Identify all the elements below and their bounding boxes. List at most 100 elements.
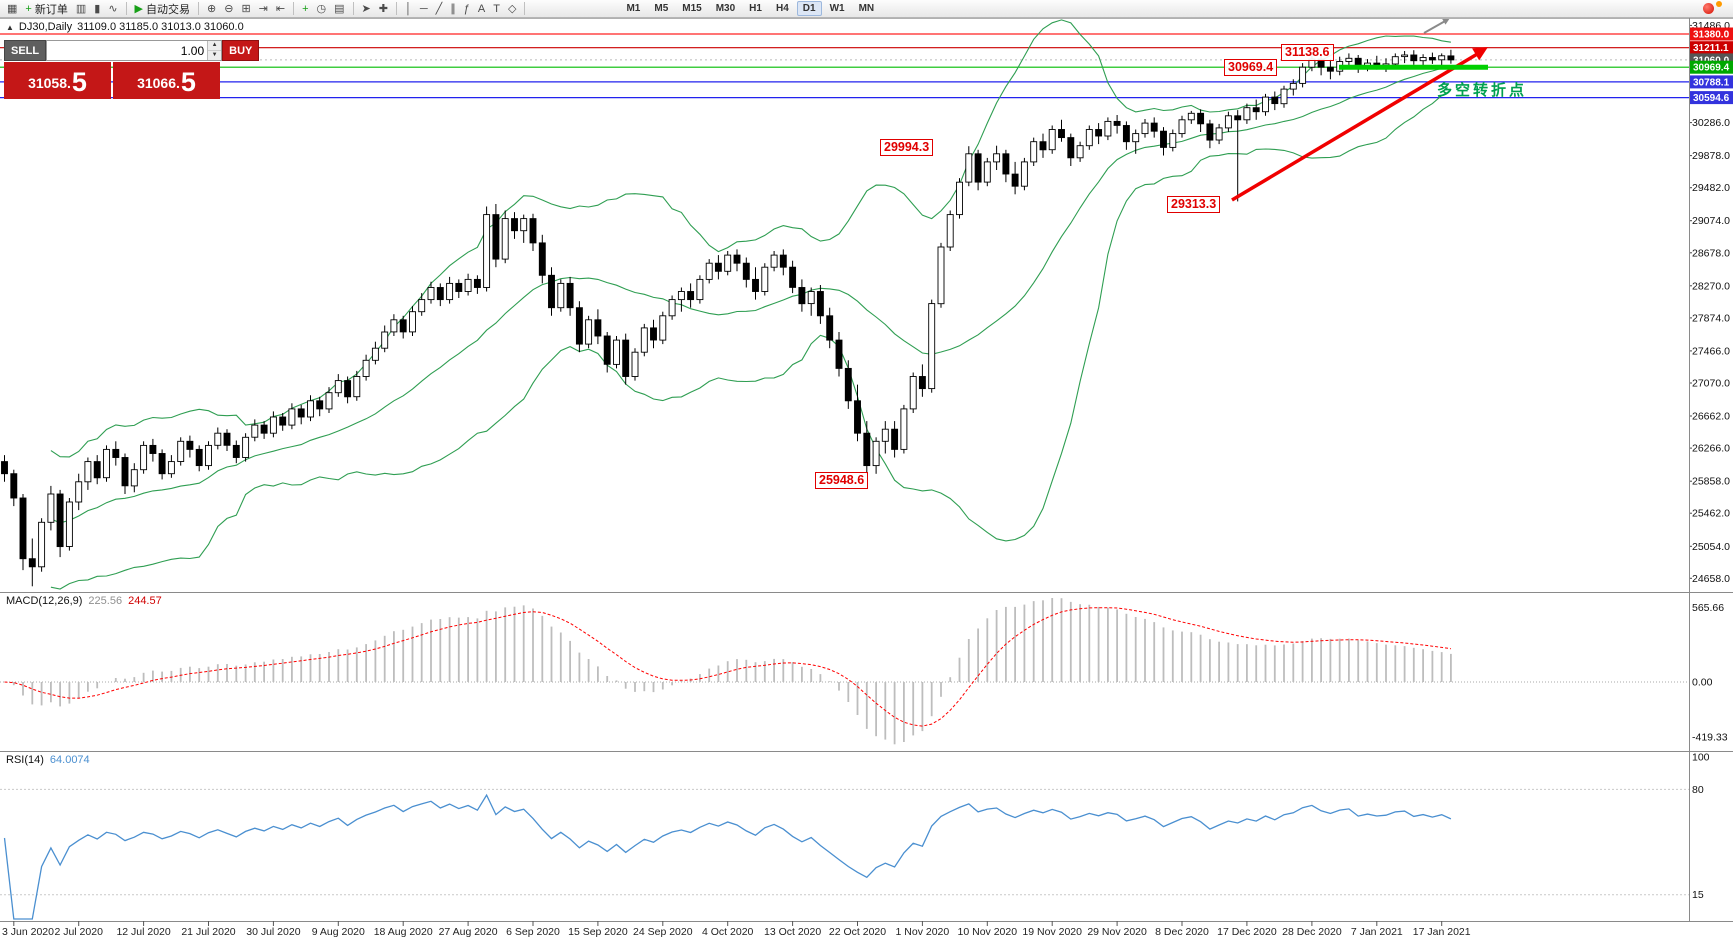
fibonacci-icon[interactable]: ƒ [461, 1, 473, 17]
autotrading-button[interactable]: ▶ 自动交易 [132, 1, 193, 17]
toolbar-separator [395, 2, 397, 15]
chart-shift-icon[interactable]: ⇤ [273, 1, 288, 17]
timeframe-h1-button[interactable]: H1 [749, 3, 762, 14]
sell-button[interactable]: SELL [4, 40, 47, 61]
trendline-icon[interactable]: ╱ [433, 1, 446, 17]
price-axis-label: 29074.0 [1692, 215, 1730, 227]
ohlc-readout: 31109.0 31185.0 31013.0 31060.0 [77, 21, 244, 33]
price-axis-label: 26266.0 [1692, 443, 1730, 455]
date-axis-label: 6 Sep 2020 [506, 926, 560, 938]
trendline-icon-glyph-icon: ╱ [435, 2, 443, 15]
line-chart-icon[interactable]: ∿ [105, 1, 120, 17]
price-axis-label: 27070.0 [1692, 378, 1730, 390]
date-axis-label: 19 Nov 2020 [1022, 926, 1082, 938]
price-annotation-31138.6[interactable]: 31138.6 [1281, 44, 1334, 61]
price-axis-label: 28270.0 [1692, 280, 1730, 292]
vertical-line-icon[interactable]: │ [402, 1, 415, 17]
horizontal-line-icon[interactable]: ─ [417, 1, 431, 17]
price-badge-label: 31211.1 [1693, 43, 1729, 54]
shapes-icon[interactable]: ◇ [505, 1, 519, 17]
buy-price: 31066. [137, 75, 180, 91]
text-icon[interactable]: A [475, 1, 488, 17]
price-axis-label: 25858.0 [1692, 476, 1730, 488]
gray-arrow-head [1442, 19, 1450, 25]
chart-symbol-header: ▲ DJ30,Daily 31109.0 31185.0 31013.0 310… [6, 21, 244, 33]
date-axis-label: 8 Dec 2020 [1155, 926, 1209, 938]
text-icon-glyph-icon: A [477, 2, 486, 15]
price-axis-label: 29878.0 [1692, 150, 1730, 162]
tile-windows-icon[interactable]: ⊞ [238, 1, 253, 17]
timeframe-m15-button[interactable]: M15 [682, 3, 702, 14]
macd-axis-label: 565.66 [1692, 602, 1724, 614]
price-annotation-25948.6[interactable]: 25948.6 [815, 472, 869, 489]
channel-icon[interactable]: ∥ [447, 1, 459, 17]
bar-chart-icon-glyph-icon: ▥ [75, 2, 87, 15]
buy-price-box[interactable]: 31066. 5 [113, 62, 220, 99]
price-badge [1690, 75, 1733, 89]
volume-stepper: ▲ ▼ [207, 41, 222, 60]
price-axis-label: 26662.0 [1692, 411, 1730, 423]
macd-histogram [12, 598, 1452, 745]
rsi-line [3, 793, 1452, 920]
rsi-axis-label: 15 [1692, 889, 1704, 901]
toolbar-separator [293, 2, 295, 15]
price-annotation-29313.3[interactable]: 29313.3 [1167, 196, 1221, 213]
price-annotation-30969.4[interactable]: 30969.4 [1224, 59, 1278, 76]
new-order-button[interactable]: + 新订单 [22, 1, 70, 17]
periods-icon[interactable]: ◷ [314, 1, 330, 17]
notification-icon[interactable] [1703, 1, 1722, 14]
cursor-icon[interactable]: ➤ [359, 1, 374, 17]
timeframe-w1-button[interactable]: W1 [829, 3, 845, 14]
timeframe-d1-button[interactable]: D1 [796, 1, 822, 16]
date-axis-label: 17 Jan 2021 [1413, 926, 1471, 938]
new-chart-icon[interactable]: ▦ [4, 1, 20, 17]
alert-orange-dot-icon [1716, 1, 1722, 7]
auto-scroll-icon[interactable]: ⇥ [256, 1, 271, 17]
candlestick-series [1, 49, 1455, 587]
bar-chart-icon[interactable]: ▥ [73, 1, 89, 17]
trend-note-text[interactable]: 多空转折点 [1437, 82, 1528, 99]
buy-button[interactable]: BUY [222, 40, 260, 61]
fibonacci-icon-glyph-icon: ƒ [463, 2, 470, 15]
timeframe-m5-button[interactable]: M5 [654, 3, 669, 14]
macd-indicator-label: MACD(12,26,9) 225.56 244.57 [6, 595, 162, 607]
price-annotation-29994.3[interactable]: 29994.3 [880, 139, 934, 156]
price-axis-label: 25462.0 [1692, 508, 1730, 520]
new-order-glyph-icon: + [25, 2, 32, 15]
indicators-icon[interactable]: + [299, 1, 311, 17]
trend-arrow-line[interactable] [1231, 51, 1480, 202]
price-badge [1690, 60, 1733, 74]
timeframe-m1-button[interactable]: M1 [626, 3, 641, 14]
crosshair-icon-glyph-icon: ✚ [378, 2, 388, 15]
text-label-icon-glyph-icon: T [493, 2, 500, 15]
candlestick-chart-icon-glyph-icon: ▮ [94, 2, 101, 15]
crosshair-icon[interactable]: ✚ [376, 1, 391, 17]
date-axis-label: 15 Sep 2020 [568, 926, 628, 938]
sell-price-pips: 5 [71, 67, 87, 97]
horizontal-line-icon-glyph-icon: ─ [419, 2, 428, 15]
zoom-in-icon[interactable]: ⊕ [204, 1, 219, 17]
bollinger-lower-band [50, 89, 1452, 590]
timeframe-m30-button[interactable]: M30 [715, 3, 736, 14]
toolbar-separator [524, 2, 526, 15]
toolbar: ▦ + 新订单 ▥ ▮ ∿ ▶ 自动交易 ⊕ ⊖ ⊞ ⇥ ⇤ + ◷ ▤ ➤ ✚ │ ─ ╱ ∥ ƒ A T ◇ M1 M5 M15 M3… [0, 0, 1733, 18]
volume-input[interactable] [47, 41, 208, 60]
price-badge [1690, 27, 1733, 41]
volume-down-icon[interactable]: ▼ [208, 51, 222, 60]
macd-main-value: 225.56 [88, 595, 123, 607]
text-label-icon[interactable]: T [490, 1, 503, 17]
gray-arrow-line[interactable] [1423, 19, 1448, 34]
sell-price-box[interactable]: 31058. 5 [4, 62, 111, 99]
candlestick-chart-icon[interactable]: ▮ [91, 1, 103, 17]
volume-up-icon[interactable]: ▲ [208, 41, 222, 51]
date-axis-label: 3 Jun 2020 [2, 926, 54, 938]
timeframe-mn-button[interactable]: MN [858, 3, 875, 14]
date-axis-label: 7 Jan 2021 [1351, 926, 1403, 938]
templates-icon[interactable]: ▤ [331, 1, 347, 17]
date-axis-label: 13 Oct 2020 [764, 926, 821, 938]
date-axis-label: 28 Dec 2020 [1282, 926, 1342, 938]
new-order-button-label: 新订单 [34, 3, 68, 16]
timeframe-h4-button[interactable]: H4 [775, 3, 789, 14]
zoom-out-icon[interactable]: ⊖ [221, 1, 236, 17]
